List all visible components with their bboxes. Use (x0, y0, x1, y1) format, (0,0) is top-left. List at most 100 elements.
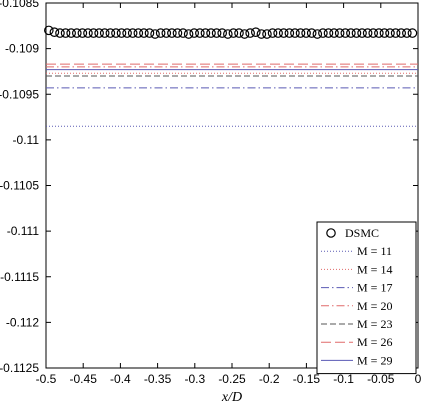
data-point (49, 27, 60, 37)
data-point (111, 28, 121, 38)
legend-entry: M = 29 (321, 353, 392, 367)
data-point (167, 28, 177, 38)
data-point (396, 28, 406, 38)
data-point (329, 28, 339, 38)
x-tick-label: -0.2 (259, 372, 280, 386)
data-point (88, 28, 99, 38)
legend-box (316, 221, 417, 375)
x-tick-label: -0.5 (36, 372, 57, 386)
data-point (150, 29, 160, 39)
data-point (379, 28, 390, 38)
data-point (122, 28, 132, 38)
data-point (195, 28, 205, 38)
data-point (223, 29, 233, 39)
legend-entry: M = 11 (321, 244, 392, 258)
x-tick-label: -0.05 (367, 372, 395, 386)
legend-label: M = 17 (357, 281, 392, 295)
data-point (346, 28, 356, 38)
data-point (217, 28, 227, 38)
x-tick-label: 0 (415, 372, 422, 386)
data-point (334, 28, 345, 38)
y-tick-label: -0.109 (5, 42, 39, 56)
data-point (94, 28, 104, 38)
data-point (155, 28, 166, 38)
data-point (44, 25, 54, 36)
x-tick-label: -0.45 (70, 372, 98, 386)
data-point (262, 29, 272, 39)
legend-entry: M = 20 (321, 299, 392, 313)
data-point (318, 28, 328, 38)
data-point (60, 28, 71, 38)
data-point (390, 28, 401, 38)
x-tick-label: -0.4 (110, 372, 131, 386)
legend-label: M = 14 (357, 262, 392, 276)
data-point (306, 28, 317, 38)
data-point (351, 28, 362, 38)
y-tick-label: -0.111 (7, 224, 40, 238)
data-point (178, 28, 188, 38)
y-tick-label: -0.1125 (0, 361, 39, 375)
legend-label: M = 29 (357, 353, 392, 367)
data-point (72, 28, 82, 38)
legend-entry: M = 14 (321, 262, 392, 276)
data-point (206, 28, 216, 38)
data-point (116, 28, 127, 38)
data-point (278, 28, 289, 38)
data-point (239, 29, 250, 39)
series-dsmc (44, 25, 418, 39)
data-point (245, 28, 255, 38)
y-tick-label: -0.1085 (0, 0, 39, 10)
data-point (234, 28, 244, 38)
legend-marker (326, 228, 336, 238)
legend: DSMC M = 11 M = 14 M = 17 M = 20 M = 23 M = 26… (316, 221, 417, 375)
data-point (99, 28, 110, 38)
data-point (55, 28, 65, 38)
data-point (290, 28, 300, 38)
series-layer (44, 25, 418, 127)
x-tick-label: -0.3 (184, 372, 205, 386)
data-point (256, 29, 267, 39)
data-point (77, 28, 88, 38)
data-point (66, 28, 76, 38)
data-point (273, 28, 283, 38)
y-tick-label: -0.1115 (0, 270, 39, 284)
data-point (83, 28, 93, 38)
x-tick-label: -0.25 (218, 372, 246, 386)
data-point (161, 28, 172, 38)
legend-entry: DSMC (326, 226, 379, 240)
data-point (267, 28, 278, 38)
data-point (189, 28, 200, 38)
data-point (251, 27, 261, 37)
data-point (402, 28, 412, 38)
y-tick-label: -0.1095 (0, 87, 39, 101)
data-point (407, 28, 418, 38)
data-point (133, 28, 144, 38)
data-point (127, 28, 138, 38)
data-point (323, 28, 334, 38)
data-point (362, 28, 373, 38)
data-point (368, 28, 379, 38)
data-point (139, 28, 149, 38)
x-axis-ticks: -0.5 -0.45 -0.4 -0.35 -0.3 -0.25 -0.2 -0.15 -0.1… (36, 3, 422, 386)
x-tick-label: -0.15 (293, 372, 321, 386)
y-tick-label: -0.1105 (0, 179, 39, 193)
legend-label: DSMC (345, 226, 379, 240)
data-point (385, 28, 395, 38)
data-point (211, 28, 222, 38)
legend-label: M = 11 (357, 244, 392, 258)
legend-entry: M = 26 (321, 335, 392, 349)
legend-entry: M = 23 (321, 317, 392, 331)
y-axis-ticks: -0.1085 -0.109 -0.1095 -0.11 -0.1105 -0.111 -0… (0, 0, 418, 375)
data-point (144, 28, 155, 38)
data-point (284, 28, 295, 38)
legend-label: M = 20 (357, 299, 392, 313)
y-tick-label: -0.11 (13, 133, 40, 147)
data-point (301, 28, 311, 38)
x-tick-label: -0.35 (144, 372, 172, 386)
legend-entry: M = 17 (321, 281, 392, 295)
data-point (228, 28, 239, 38)
data-point (295, 28, 306, 38)
x-tick-label: -0.1 (333, 372, 354, 386)
x-axis-title: x/D (221, 390, 242, 405)
